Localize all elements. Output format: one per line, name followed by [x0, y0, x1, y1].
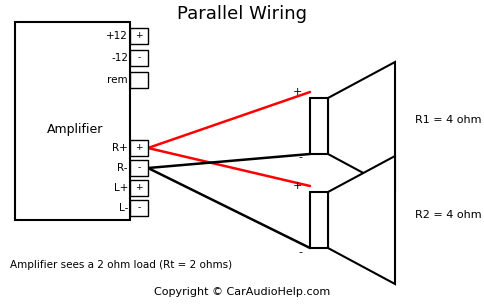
Text: Parallel Wiring: Parallel Wiring	[177, 5, 307, 23]
Text: +12: +12	[106, 31, 128, 41]
Text: Copyright © CarAudioHelp.com: Copyright © CarAudioHelp.com	[154, 287, 330, 297]
Text: Amplifier sees a 2 ohm load (Rt = 2 ohms): Amplifier sees a 2 ohm load (Rt = 2 ohms…	[10, 260, 232, 270]
Text: +: +	[135, 184, 143, 192]
Bar	[130, 200, 148, 216]
Text: -: -	[137, 54, 141, 63]
Bar	[130, 180, 148, 196]
Bar	[130, 140, 148, 156]
Text: -: -	[298, 152, 302, 162]
Text: -12: -12	[111, 53, 128, 63]
Text: Amplifier: Amplifier	[47, 123, 103, 136]
Text: +: +	[293, 87, 302, 97]
Text: +: +	[135, 143, 143, 153]
Bar	[130, 160, 148, 176]
Text: R2 = 4 ohm: R2 = 4 ohm	[415, 210, 482, 220]
Text: -: -	[137, 164, 141, 172]
Bar	[310, 192, 328, 248]
Bar	[130, 28, 148, 44]
Text: -: -	[298, 247, 302, 257]
Text: L-: L-	[119, 203, 128, 213]
Text: R-: R-	[118, 163, 128, 173]
Bar	[130, 72, 148, 88]
Polygon shape	[328, 156, 395, 284]
Text: -: -	[137, 203, 141, 212]
Polygon shape	[328, 62, 395, 190]
Bar	[310, 98, 328, 154]
Text: +: +	[135, 32, 143, 40]
Bar	[15, 22, 130, 220]
Text: R+: R+	[112, 143, 128, 153]
Bar	[130, 50, 148, 66]
Text: L+: L+	[114, 183, 128, 193]
Text: rem: rem	[107, 75, 128, 85]
Text: R1 = 4 ohm: R1 = 4 ohm	[415, 115, 482, 125]
Text: +: +	[293, 181, 302, 191]
